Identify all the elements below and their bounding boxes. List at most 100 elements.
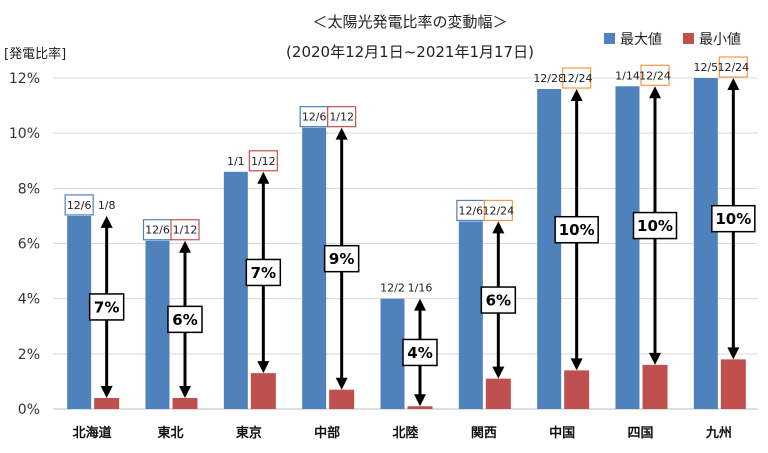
min-date-label-box	[640, 64, 670, 86]
min-date-label: 1/12	[248, 150, 278, 172]
max-date-label: 12/2	[380, 282, 405, 295]
range-label-text: 10%	[715, 210, 751, 228]
category-label: 北海道	[73, 425, 112, 441]
max-date-label-box	[64, 194, 94, 216]
range-arrow-head-bottom	[727, 347, 740, 360]
range-label-text: 6%	[486, 292, 511, 310]
range-arrow-head-top	[179, 240, 191, 253]
range-label-box	[402, 338, 438, 367]
range-arrow-head-bottom	[100, 385, 113, 398]
max-date-label: 1/14	[615, 69, 640, 82]
bar-max	[693, 78, 718, 409]
category-label: 中国	[549, 425, 575, 441]
max-date-label-text: 12/2	[380, 282, 405, 295]
bar-min	[720, 359, 746, 409]
range-label-text: 6%	[172, 311, 197, 329]
range-label-text: 7%	[94, 298, 119, 316]
legend-label-min: 最小値	[699, 32, 741, 48]
bar-max	[380, 298, 405, 409]
min-date-label-text: 1/16	[408, 282, 433, 295]
min-date-label: 12/24	[482, 199, 514, 222]
min-date-label-text: 1/12	[329, 111, 354, 124]
range-arrow-head-bottom	[335, 377, 348, 390]
min-date-label-box	[718, 56, 748, 78]
bar-max	[302, 127, 327, 410]
category-label: 四国	[627, 426, 653, 441]
range-arrow-head-top	[649, 86, 661, 99]
min-date-label-text: 12/24	[561, 72, 593, 85]
range-arrow-head-bottom	[179, 385, 191, 398]
min-date-label: 1/12	[327, 106, 357, 128]
max-date-label: 12/6	[142, 219, 173, 241]
min-date-label-text: 12/24	[717, 61, 749, 74]
legend-label-max: 最大値	[620, 32, 662, 48]
y-tick-labels: 0% 2% 4% 6% 8% 10% 12%	[9, 71, 40, 418]
range-label-text: 10%	[559, 221, 595, 239]
range-label-text: 4%	[407, 344, 432, 362]
range-label-box	[323, 244, 360, 273]
grid-lines	[53, 77, 758, 410]
bar-max	[615, 86, 640, 410]
max-date-label: 12/5	[693, 61, 718, 74]
max-date-label-text: 12/6	[302, 111, 327, 124]
max-date-label: 12/6	[64, 194, 94, 216]
range-arrow-head-top	[492, 221, 505, 234]
range-arrow-head-bottom	[570, 358, 583, 371]
bar-min	[642, 364, 668, 409]
min-date-label-box	[248, 150, 278, 172]
range-label: 9%	[323, 244, 360, 273]
max-date-label-text: 12/6	[145, 224, 170, 237]
min-date-label-text: 1/12	[251, 155, 276, 168]
max-date-label-text: 12/6	[458, 204, 483, 217]
bar-min	[329, 389, 355, 409]
legend-swatch-min	[683, 33, 694, 44]
max-date-label-text: 12/28	[533, 72, 565, 85]
min-date-label-text: 1/12	[173, 224, 198, 237]
range-label: 7%	[245, 258, 282, 287]
max-date-label: 12/28	[533, 72, 565, 85]
range-label-text: 10%	[637, 217, 673, 235]
chart-subtitle: (2020年12月1日~2021年1月17日)	[286, 43, 534, 61]
min-date-label-box	[327, 106, 357, 128]
max-date-label-text: 12/6	[67, 199, 92, 212]
range-label-box	[711, 204, 756, 233]
y-tick-label: 10%	[9, 126, 40, 142]
min-date-label-box	[170, 219, 200, 241]
bar-min	[564, 370, 590, 409]
min-date-label-box	[562, 67, 592, 89]
bar-max	[223, 171, 248, 409]
bar-max	[145, 240, 170, 409]
category-labels: 北海道 東北 東京 中部 北陸 関西 中国 四国 九州	[73, 425, 732, 441]
chart-title: ＜太陽光発電比率の変動幅＞	[312, 13, 507, 31]
max-date-label: 1/1	[227, 155, 245, 168]
min-date-label: 12/24	[717, 56, 749, 78]
range-label: 10%	[632, 211, 678, 240]
range-label-text: 9%	[329, 250, 354, 268]
bar-max	[458, 221, 483, 409]
y-tick-label: 4%	[18, 292, 40, 308]
range-label-box	[167, 305, 203, 334]
min-date-label-text: 1/8	[98, 199, 116, 212]
max-date-label: 12/6	[456, 199, 486, 222]
bar-min	[94, 397, 120, 409]
y-tick-label: 6%	[18, 237, 40, 253]
range-arrow-head-bottom	[257, 361, 270, 374]
range-arrow-head-top	[727, 78, 740, 90]
min-date-label: 1/12	[170, 219, 200, 241]
min-date-label-box	[483, 199, 513, 222]
category-label: 東京	[236, 425, 262, 441]
legend: 最大値 最小値	[604, 32, 741, 48]
range-label-text: 7%	[251, 264, 276, 282]
min-date-label-text: 12/24	[482, 204, 514, 217]
range-label: 10%	[711, 204, 756, 233]
bar-max	[537, 89, 562, 410]
range-label-box	[632, 211, 678, 240]
category-label: 九州	[705, 426, 732, 441]
y-axis-label: [発電比率]	[4, 46, 66, 62]
bar-min	[407, 406, 433, 409]
bars	[67, 78, 746, 410]
bar-max	[67, 215, 92, 409]
range-arrow-head-top	[257, 171, 270, 184]
category-label: 北陸	[392, 425, 418, 441]
